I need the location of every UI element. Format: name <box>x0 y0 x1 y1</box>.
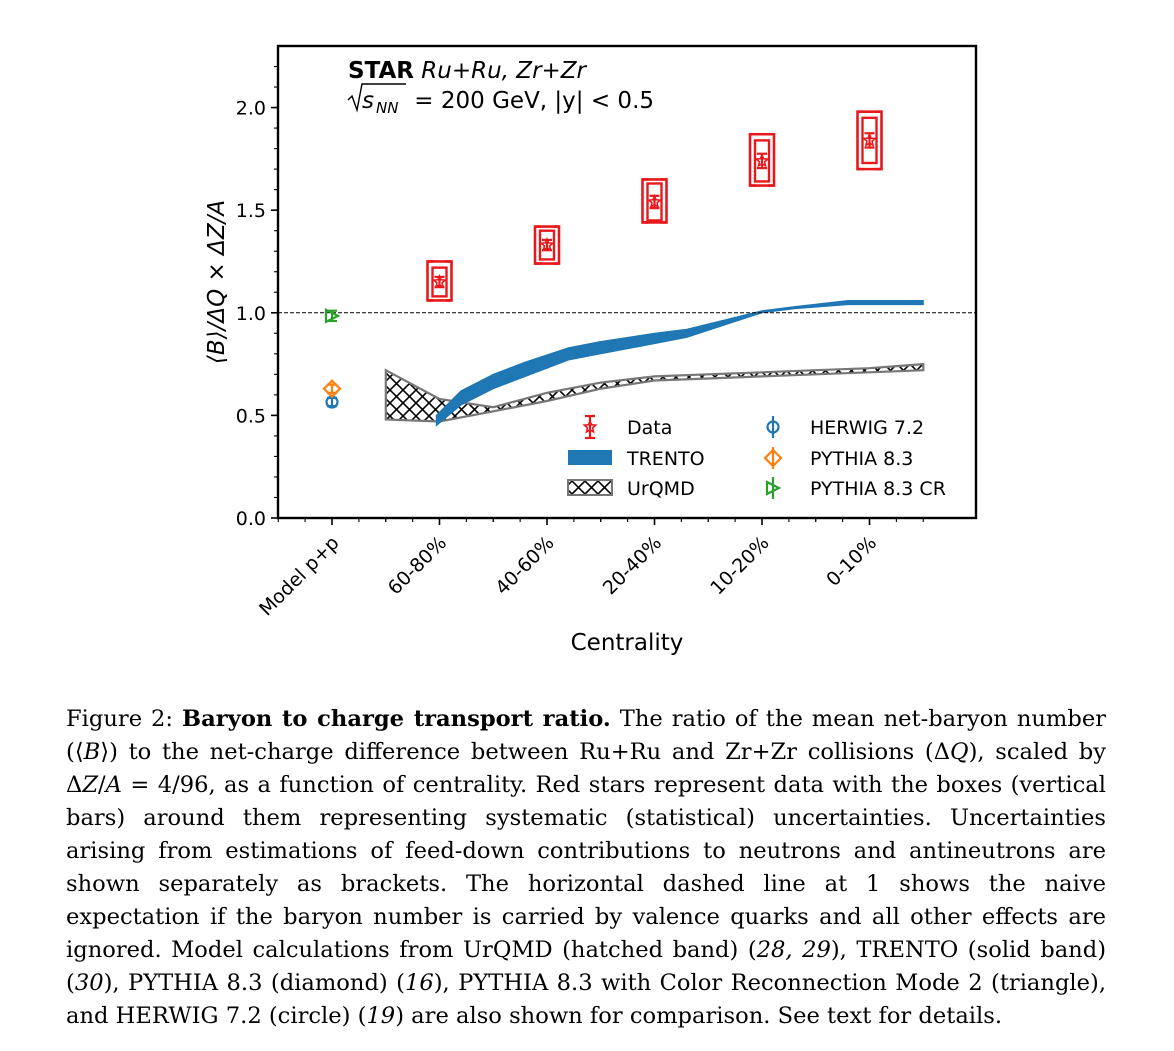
data-star-marker <box>582 418 598 434</box>
legend: Data TRENTO UrQMD HERWIG 7.2 PYTHIA 8.3 PYTHI… <box>567 414 946 500</box>
data-star-marker <box>431 273 448 289</box>
systematic-box <box>646 182 663 222</box>
x-tick-label: 10-20% <box>706 532 773 599</box>
energy-rest: = 200 GeV, |y| < 0.5 <box>407 88 654 114</box>
systematic-box <box>861 116 878 165</box>
energy-prefix: s <box>362 88 374 114</box>
data-star-marker <box>646 193 663 209</box>
y-axis-label: ⟨B⟩/ΔQ × ΔZ/A <box>204 200 230 364</box>
x-tick-label: 40-60% <box>491 532 558 599</box>
data-point <box>641 178 668 224</box>
energy-label: s NN = 200 GeV, |y| < 0.5 <box>347 83 654 117</box>
pythia-diamond-marker <box>322 379 342 399</box>
data-star-marker <box>754 152 770 168</box>
systematic-box <box>753 139 771 183</box>
y-tick-label: 2.0 <box>236 98 266 120</box>
legend-label: PYTHIA 8.3 CR <box>810 478 946 500</box>
legend-label: HERWIG 7.2 <box>810 417 924 439</box>
y-tick-label: 1.0 <box>236 303 266 325</box>
figure-caption: Figure 2: Baryon to charge transport rat… <box>66 706 1107 1029</box>
x-tick-label: 0-10% <box>822 532 881 591</box>
legend-label: Data <box>627 417 672 439</box>
y-tick-label: 1.5 <box>236 200 266 222</box>
legend-item: HERWIG 7.2 <box>766 416 924 439</box>
data-star-marker <box>861 132 878 147</box>
figure: 0.0 0.5 1.0 1.5 2.0 Model p+p 60-80% 40-60% 20-… <box>204 44 978 656</box>
x-tick-label: 60-80% <box>384 532 451 599</box>
chart: 0.0 0.5 1.0 1.5 2.0 Model p+p 60-80% 40-60% 20-… <box>204 44 978 656</box>
legend-urqmd-swatch <box>567 479 613 496</box>
data-point <box>533 225 561 265</box>
energy-subscript: NN <box>376 99 398 117</box>
pythia-cr-triangle-marker <box>324 308 341 324</box>
data-point <box>856 110 883 171</box>
legend-pythia-cr-marker <box>765 480 782 496</box>
x-tick-label: Model p+p <box>255 532 343 620</box>
caption-title: Baryon to charge transport ratio. <box>182 706 611 732</box>
caption-label: Figure 2: <box>66 706 174 732</box>
data-point <box>426 260 453 302</box>
legend-label: TRENTO <box>626 448 705 470</box>
data-point <box>748 132 776 187</box>
legend-item: PYTHIA 8.3 CR <box>765 477 946 500</box>
legend-pythia-marker <box>763 448 783 468</box>
legend-label: UrQMD <box>627 478 695 500</box>
trento-band <box>435 300 924 427</box>
y-tick-label: 0.5 <box>236 405 266 427</box>
experiment-label: STAR <box>348 58 414 84</box>
x-tick-label: 20-40% <box>599 532 666 599</box>
data-star-marker <box>539 237 555 252</box>
legend-item: PYTHIA 8.3 <box>763 447 913 470</box>
x-axis-label: Centrality <box>571 630 684 656</box>
legend-trento-swatch <box>568 450 612 465</box>
legend-item: UrQMD <box>567 478 695 500</box>
legend-label: PYTHIA 8.3 <box>810 448 913 470</box>
chart-header-line1: STAR Ru+Ru, Zr+Zr <box>348 58 588 84</box>
system-label: Ru+Ru, Zr+Zr <box>421 58 587 84</box>
legend-item: Data <box>582 414 672 440</box>
plot-frame <box>276 44 978 520</box>
legend-herwig-marker <box>766 420 780 434</box>
y-tick-label: 0.0 <box>236 508 266 530</box>
systematic-box <box>538 229 556 261</box>
legend-item: TRENTO <box>568 448 705 470</box>
systematic-box <box>431 266 448 298</box>
